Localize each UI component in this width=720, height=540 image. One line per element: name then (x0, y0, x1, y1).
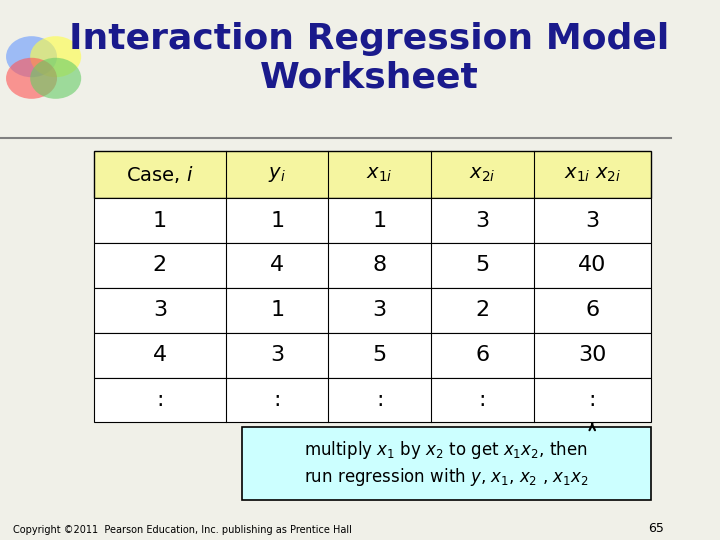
Text: 3: 3 (373, 300, 387, 320)
FancyBboxPatch shape (94, 198, 651, 243)
Text: Case, $i$: Case, $i$ (126, 164, 194, 185)
Text: 6: 6 (585, 300, 599, 320)
Text: Interaction Regression Model
Worksheet: Interaction Regression Model Worksheet (69, 22, 669, 95)
Text: 40: 40 (578, 255, 606, 275)
Text: $x_{1i}$: $x_{1i}$ (366, 165, 393, 184)
Text: run regression with $y$, $x_1$, $x_2$ , $x_1x_2$: run regression with $y$, $x_1$, $x_2$ , … (304, 465, 588, 488)
FancyBboxPatch shape (241, 427, 651, 500)
Text: :: : (479, 390, 486, 410)
Text: $x_{2i}$: $x_{2i}$ (469, 165, 495, 184)
Text: 4: 4 (270, 255, 284, 275)
Text: Copyright ©2011  Pearson Education, Inc. publishing as Prentice Hall: Copyright ©2011 Pearson Education, Inc. … (14, 524, 352, 535)
Text: 8: 8 (373, 255, 387, 275)
Text: $x_{1i}\ x_{2i}$: $x_{1i}\ x_{2i}$ (564, 165, 621, 184)
FancyBboxPatch shape (94, 243, 651, 288)
Text: 2: 2 (475, 300, 490, 320)
Text: $y_i$: $y_i$ (269, 165, 286, 184)
Text: 2: 2 (153, 255, 167, 275)
Text: 3: 3 (475, 211, 490, 231)
Text: 1: 1 (270, 211, 284, 231)
Text: 3: 3 (153, 300, 167, 320)
FancyBboxPatch shape (94, 151, 651, 198)
Text: 1: 1 (153, 211, 167, 231)
Text: 1: 1 (270, 300, 284, 320)
Text: 4: 4 (153, 345, 167, 365)
Text: :: : (376, 390, 384, 410)
Text: 5: 5 (372, 345, 387, 365)
Circle shape (30, 36, 81, 77)
Text: 3: 3 (270, 345, 284, 365)
FancyBboxPatch shape (94, 333, 651, 377)
FancyBboxPatch shape (94, 288, 651, 333)
FancyBboxPatch shape (94, 377, 651, 422)
Text: 65: 65 (649, 522, 665, 535)
Text: 6: 6 (475, 345, 490, 365)
Text: :: : (274, 390, 281, 410)
Text: 30: 30 (578, 345, 606, 365)
Circle shape (30, 58, 81, 99)
Text: :: : (156, 390, 163, 410)
Circle shape (6, 36, 57, 77)
Text: multiply $x_1$ by $x_2$ to get $x_1x_2$, then: multiply $x_1$ by $x_2$ to get $x_1x_2$,… (305, 438, 588, 461)
Text: 1: 1 (373, 211, 387, 231)
Circle shape (6, 58, 57, 99)
Text: 5: 5 (475, 255, 490, 275)
Text: :: : (588, 390, 596, 410)
Text: 3: 3 (585, 211, 599, 231)
